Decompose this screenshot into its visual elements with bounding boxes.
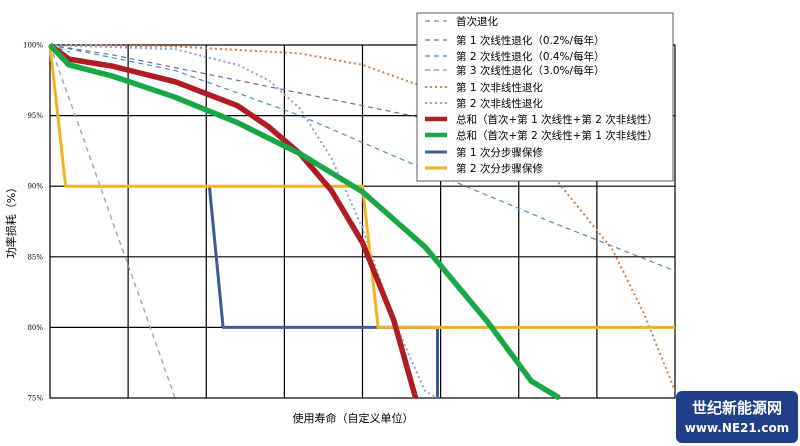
- x-axis-label: 使用寿命（自定义单位）: [293, 411, 414, 425]
- legend-label: 第 3 次线性退化（3.0%/每年）: [456, 64, 605, 77]
- y-tick-label: 100%: [23, 42, 43, 50]
- legend-label: 第 1 次线性退化（0.2%/每年）: [456, 34, 605, 47]
- y-tick-label: 85%: [27, 253, 43, 261]
- watermark-line1: 世纪新能源网: [692, 399, 782, 417]
- y-tick-label: 80%: [27, 324, 43, 332]
- series-line: [207, 186, 439, 398]
- series-line: [48, 43, 561, 401]
- legend-label: 第 2 次线性退化（0.4%/每年）: [456, 50, 605, 63]
- series-line: [49, 44, 426, 119]
- series-line: [48, 42, 419, 399]
- legend-label: 首次退化: [456, 15, 498, 28]
- y-axis-label: 功率损耗（%）: [4, 182, 18, 258]
- series-line: [49, 44, 438, 399]
- y-tick-label: 90%: [27, 183, 43, 191]
- y-tick-labels: 100% 95% 90% 85% 80% 75%: [23, 42, 43, 403]
- legend-box: [416, 12, 674, 182]
- y-tick-label: 75%: [27, 395, 43, 403]
- legend-label: 第 2 次分步骤保修: [456, 162, 543, 175]
- legend-label: 第 1 次非线性退化: [456, 81, 543, 94]
- legend-label: 总和（首次+第 1 次线性+第 2 次非线性）: [456, 113, 658, 126]
- series-line: [49, 44, 176, 399]
- legend-label: 第 2 次非线性退化: [456, 97, 543, 110]
- legend-label: 第 1 次分步骤保修: [456, 146, 543, 159]
- watermark-logo: 世纪新能源网 www.NE21.com: [676, 391, 798, 443]
- series-line: [49, 44, 676, 272]
- series-line: [48, 44, 675, 329]
- legend-label: 总和（首次+第 2 次线性+第 1 次非线性）: [456, 129, 658, 142]
- y-tick-label: 95%: [27, 112, 43, 120]
- watermark-line2: www.NE21.com: [685, 421, 789, 435]
